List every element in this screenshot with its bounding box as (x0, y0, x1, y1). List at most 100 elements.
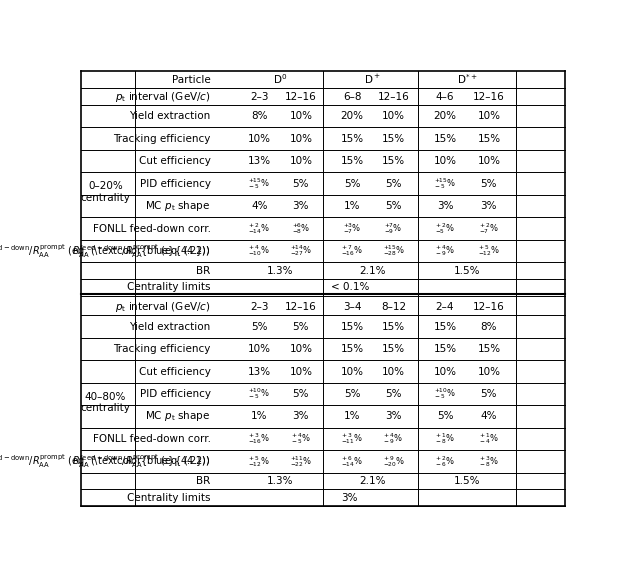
Text: 10%: 10% (248, 134, 271, 144)
Text: 15%: 15% (341, 344, 364, 354)
Text: 3%: 3% (481, 201, 497, 211)
Text: 8%: 8% (251, 111, 268, 121)
Text: 15%: 15% (382, 134, 405, 144)
Text: 5%: 5% (344, 179, 360, 188)
Text: 2–3: 2–3 (250, 302, 268, 312)
Text: FONLL feed-down corr.: FONLL feed-down corr. (93, 434, 210, 444)
Text: $R_{\rm AA}^{\rm feed-down}/R_{\rm AA}^{\rm prompt}$ (eq. (\textcolor{blue}{4.2}: $R_{\rm AA}^{\rm feed-down}/R_{\rm AA}^{… (0, 452, 210, 471)
Text: $^{+\ 6}_{-14}$%: $^{+\ 6}_{-14}$% (341, 454, 364, 469)
Text: $^{+\ 4}_{-10}$%: $^{+\ 4}_{-10}$% (248, 244, 270, 259)
Text: 15%: 15% (382, 321, 405, 332)
Text: 2.1%: 2.1% (360, 476, 386, 486)
Text: 8–12: 8–12 (381, 302, 406, 312)
Text: 0–20%
centrality: 0–20% centrality (81, 181, 130, 203)
Text: $^{+\ 3}_{-16}$%: $^{+\ 3}_{-16}$% (248, 432, 270, 447)
Text: 10%: 10% (382, 111, 405, 121)
Text: $^{+15}_{-28}$%: $^{+15}_{-28}$% (382, 244, 405, 259)
Text: 3%: 3% (386, 412, 402, 421)
Text: $^{+\ 2}_{-7}$%: $^{+\ 2}_{-7}$% (479, 221, 499, 236)
Text: 15%: 15% (382, 344, 405, 354)
Text: $^{+\ 3}_{-11}$%: $^{+\ 3}_{-11}$% (341, 432, 364, 447)
Text: $^{+\ 9}_{-20}$%: $^{+\ 9}_{-20}$% (382, 454, 405, 469)
Text: 5%: 5% (293, 179, 309, 188)
Text: $^{+15}_{-\ 5}$%: $^{+15}_{-\ 5}$% (434, 176, 456, 191)
Text: 20%: 20% (341, 111, 364, 121)
Text: 15%: 15% (341, 321, 364, 332)
Text: $^{+\ 2}_{-14}$%: $^{+\ 2}_{-14}$% (248, 221, 270, 236)
Text: $R_{\rm AA}^{\rm feed-down}/R_{\rm AA}^{\rm prompt}$ (eq. (4.2)): $R_{\rm AA}^{\rm feed-down}/R_{\rm AA}^{… (72, 242, 210, 260)
Text: 10%: 10% (289, 111, 312, 121)
Text: 2.1%: 2.1% (360, 266, 386, 276)
Text: 5%: 5% (344, 389, 360, 399)
Text: $^{+6}_{-8}$%: $^{+6}_{-8}$% (292, 221, 310, 236)
Text: $^{+\ 3}_{-\ 8}$%: $^{+\ 3}_{-\ 8}$% (479, 454, 499, 469)
Text: BR: BR (197, 476, 210, 486)
Text: $^{+\ 1}_{-\ 4}$%: $^{+\ 1}_{-\ 4}$% (479, 432, 499, 447)
Text: $^{+11}_{-22}$%: $^{+11}_{-22}$% (290, 454, 312, 469)
Text: $p_{\rm t}$ interval (GeV/$c$): $p_{\rm t}$ interval (GeV/$c$) (115, 300, 210, 314)
Text: 15%: 15% (433, 134, 457, 144)
Text: PID efficiency: PID efficiency (140, 179, 210, 188)
Text: 1.3%: 1.3% (267, 476, 294, 486)
Text: MC $p_{\rm t}$ shape: MC $p_{\rm t}$ shape (146, 199, 210, 213)
Text: 6–8: 6–8 (343, 92, 362, 102)
Text: 10%: 10% (289, 344, 312, 354)
Text: D$^0$: D$^0$ (273, 73, 287, 86)
Text: 12–16: 12–16 (378, 92, 410, 102)
Text: PID efficiency: PID efficiency (140, 389, 210, 399)
Text: 5%: 5% (293, 321, 309, 332)
Text: 15%: 15% (341, 156, 364, 166)
Text: 40–80%
centrality: 40–80% centrality (81, 392, 130, 413)
Text: 3%: 3% (437, 201, 453, 211)
Text: $^{+14}_{-27}$%: $^{+14}_{-27}$% (290, 244, 312, 259)
Text: 2–4: 2–4 (436, 302, 454, 312)
Text: 4–6: 4–6 (436, 92, 454, 102)
Text: 5%: 5% (386, 389, 402, 399)
Text: 10%: 10% (478, 367, 500, 377)
Text: < 0.1%: < 0.1% (331, 282, 369, 292)
Text: Centrality limits: Centrality limits (127, 282, 210, 292)
Text: 5%: 5% (293, 389, 309, 399)
Text: 3%: 3% (293, 201, 309, 211)
Text: $R_{\rm AA}^{\rm feed-down}/R_{\rm AA}^{\rm prompt}$ (eq. (\textcolor{blue}{4.2}: $R_{\rm AA}^{\rm feed-down}/R_{\rm AA}^{… (0, 242, 210, 260)
Text: 12–16: 12–16 (285, 302, 317, 312)
Text: 10%: 10% (478, 156, 500, 166)
Text: 15%: 15% (478, 134, 500, 144)
Text: Particle: Particle (172, 75, 210, 85)
Text: FONLL feed-down corr.: FONLL feed-down corr. (93, 223, 210, 234)
Text: MC $p_{\rm t}$ shape: MC $p_{\rm t}$ shape (146, 409, 210, 424)
Text: 13%: 13% (248, 156, 271, 166)
Text: 5%: 5% (481, 389, 497, 399)
Text: 13%: 13% (248, 367, 271, 377)
Text: 5%: 5% (386, 179, 402, 188)
Text: $^{+\ 2}_{-5}$%: $^{+\ 2}_{-5}$% (435, 221, 455, 236)
Text: 12–16: 12–16 (473, 92, 505, 102)
Text: 1%: 1% (344, 201, 360, 211)
Text: 15%: 15% (433, 344, 457, 354)
Text: $^{+\ 5}_{-12}$%: $^{+\ 5}_{-12}$% (478, 244, 500, 259)
Text: $^{+\ 4}_{-\ 9}$%: $^{+\ 4}_{-\ 9}$% (384, 432, 404, 447)
Text: 15%: 15% (341, 134, 364, 144)
Text: 10%: 10% (433, 156, 457, 166)
Text: $^{+10}_{-\ 5}$%: $^{+10}_{-\ 5}$% (248, 387, 270, 401)
Text: $^{+\ 7}_{-16}$%: $^{+\ 7}_{-16}$% (341, 244, 364, 259)
Text: Tracking efficiency: Tracking efficiency (113, 344, 210, 354)
Text: 1.5%: 1.5% (454, 266, 480, 276)
Text: 2–3: 2–3 (250, 92, 268, 102)
Text: $p_{\rm t}$ interval (GeV/$c$): $p_{\rm t}$ interval (GeV/$c$) (115, 90, 210, 104)
Text: 3%: 3% (341, 493, 358, 502)
Text: 15%: 15% (433, 321, 457, 332)
Text: $^{+10}_{-\ 5}$%: $^{+10}_{-\ 5}$% (434, 387, 456, 401)
Text: $^{+15}_{-\ 5}$%: $^{+15}_{-\ 5}$% (248, 176, 270, 191)
Text: 10%: 10% (478, 111, 500, 121)
Text: Cut efficiency: Cut efficiency (139, 156, 210, 166)
Text: 3%: 3% (293, 412, 309, 421)
Text: $R_{\rm AA}^{\rm feed-down}/R_{\rm AA}^{\rm prompt}$ (eq. (4.2)): $R_{\rm AA}^{\rm feed-down}/R_{\rm AA}^{… (72, 452, 210, 471)
Text: D$^+$: D$^+$ (365, 73, 381, 86)
Text: 5%: 5% (437, 412, 453, 421)
Text: 5%: 5% (251, 321, 268, 332)
Text: 10%: 10% (341, 367, 364, 377)
Text: 1.3%: 1.3% (267, 266, 294, 276)
Text: 1.5%: 1.5% (454, 476, 480, 486)
Text: 4%: 4% (481, 412, 497, 421)
